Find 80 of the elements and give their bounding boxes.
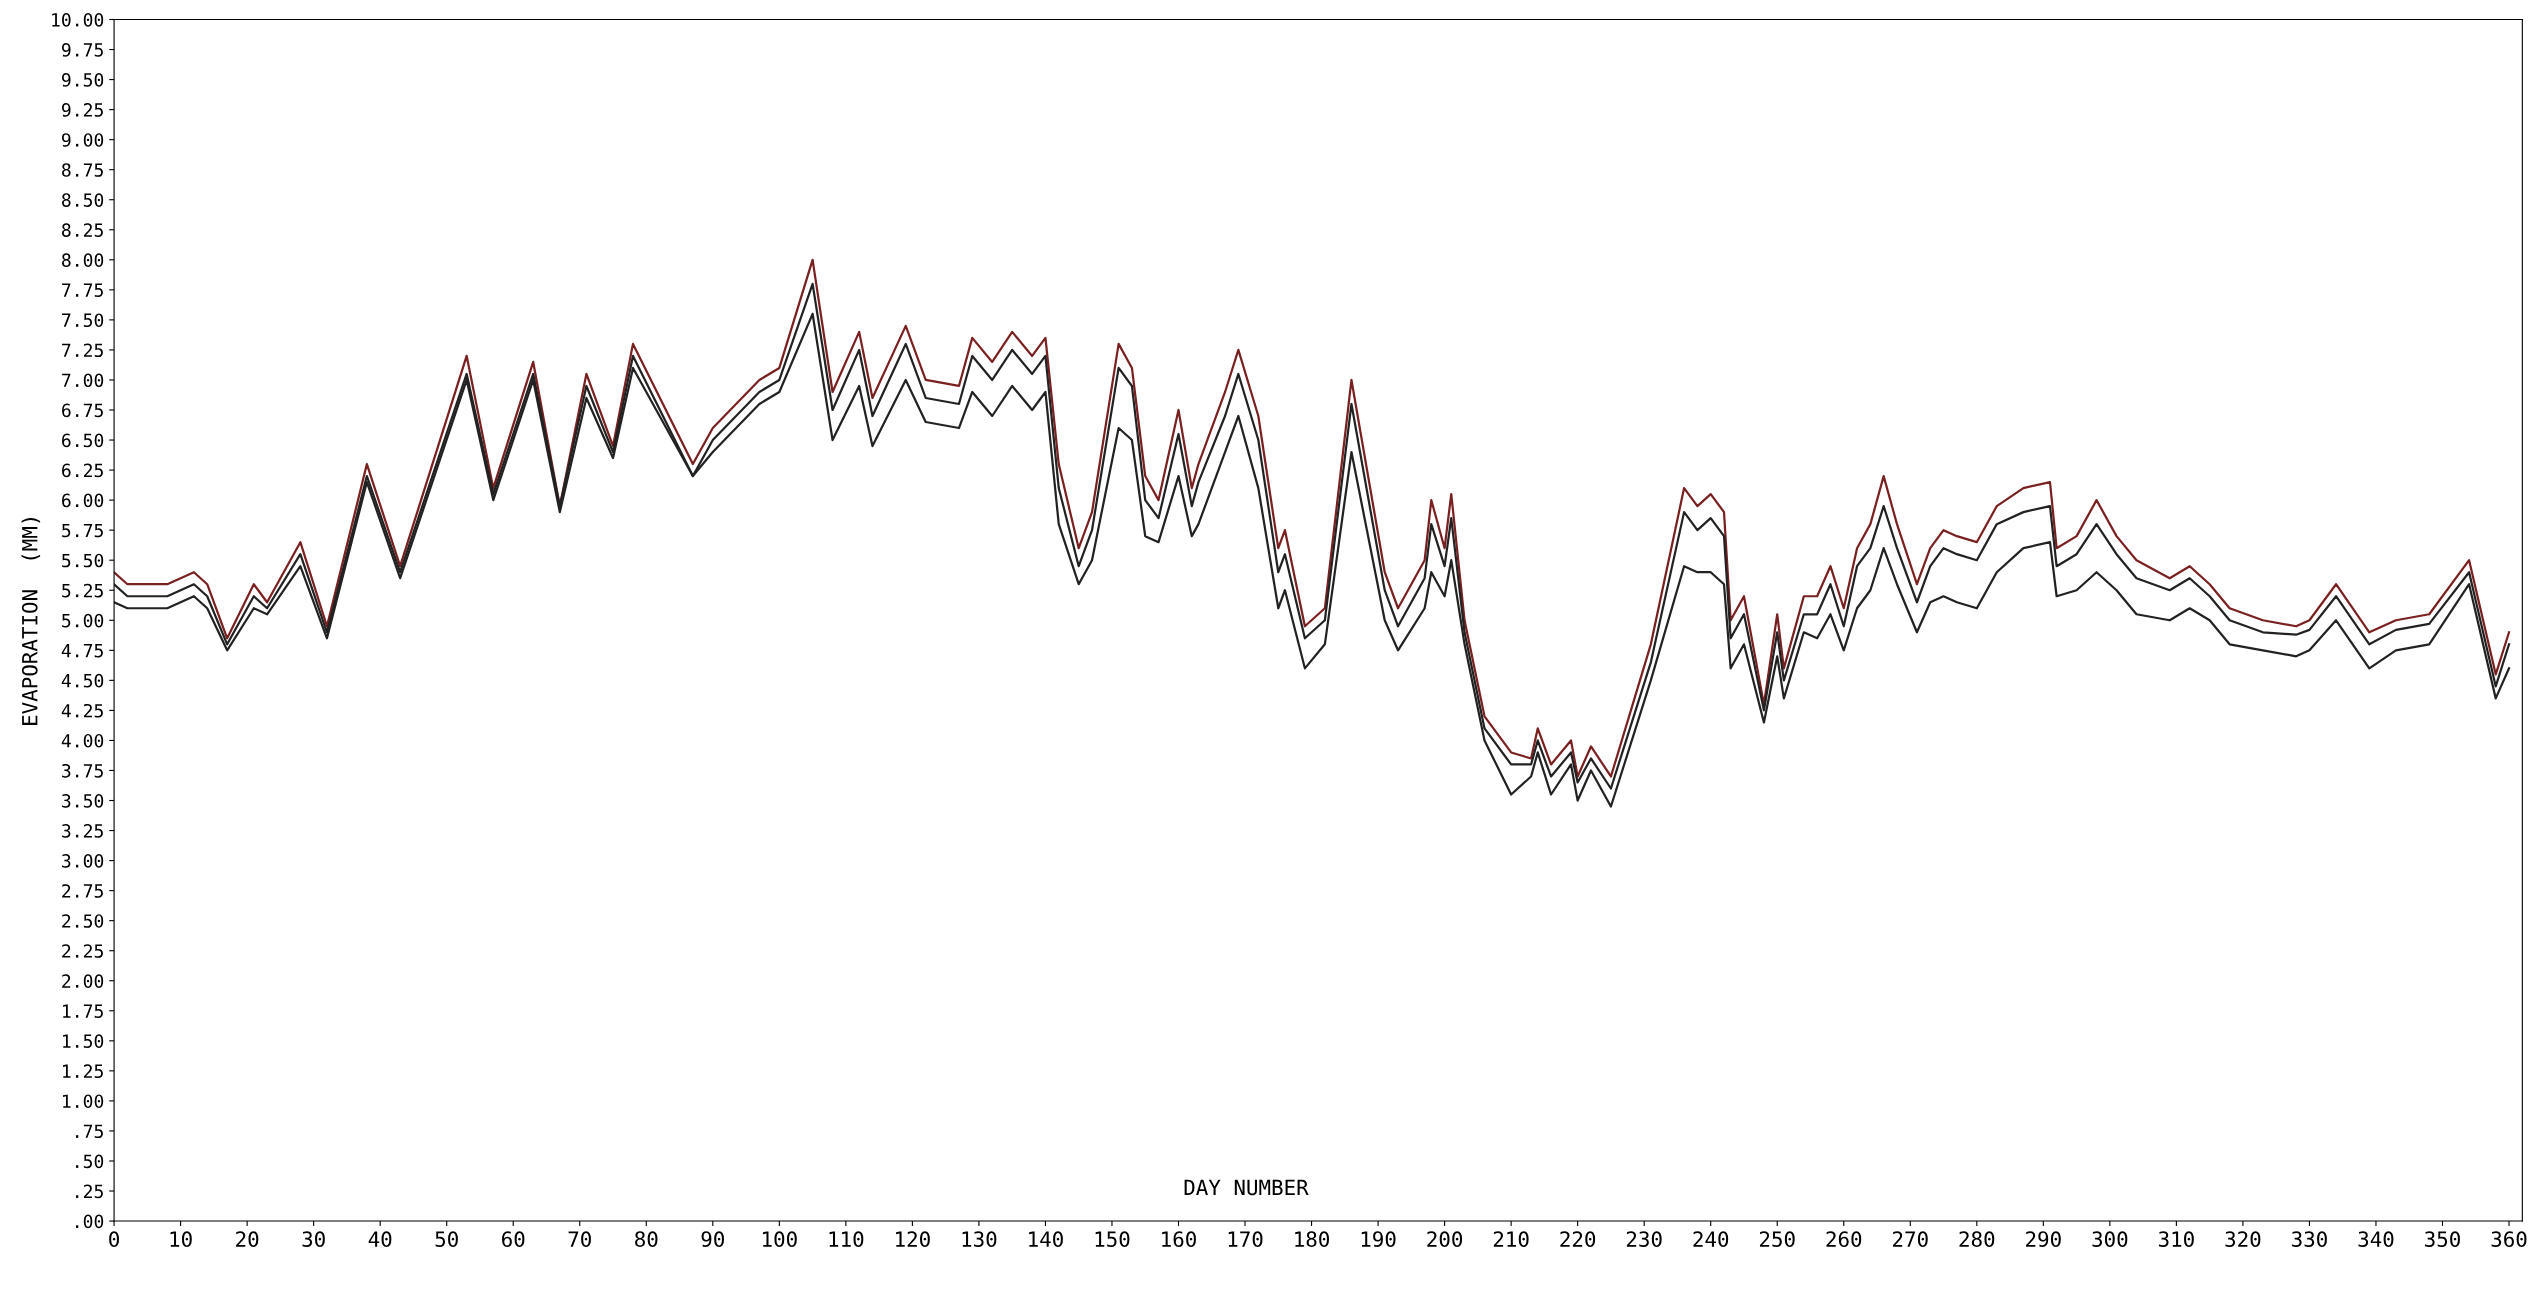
y-tick-label: 5.75	[62, 523, 103, 538]
y-tick-label: 2.50	[62, 914, 104, 928]
y-axis-title: EVAPORATION (MM)	[21, 517, 41, 725]
y-tick-label: 4.75	[61, 644, 103, 658]
y-tick-label: 4.00	[61, 733, 104, 748]
y-tick-label: 5.50	[62, 553, 104, 568]
x-tick-label: 320	[2225, 1231, 2261, 1248]
y-tick-label: 8.00	[62, 253, 104, 267]
y-tick-label: .50	[76, 1154, 104, 1169]
x-tick-label: 0	[109, 1231, 119, 1248]
x-tick-label: 110	[829, 1231, 864, 1248]
y-tick-label: 7.25	[62, 343, 103, 358]
x-tick-label: 140	[1029, 1231, 1063, 1248]
y-tick-label: 4.50	[61, 673, 104, 688]
y-tick-label: 9.00	[61, 133, 104, 147]
x-tick-label: 350	[2425, 1231, 2460, 1248]
y-tick-label: .25	[76, 1184, 103, 1199]
y-tick-label: 3.25	[62, 824, 103, 838]
y-tick-label: 4.25	[61, 703, 103, 718]
y-tick-label: 2.25	[62, 944, 103, 958]
y-tick-label: 7.00	[62, 373, 104, 388]
x-tick-label: 70	[568, 1231, 591, 1248]
y-tick-label: 6.25	[62, 463, 103, 478]
y-tick-label: 1.50	[63, 1034, 104, 1048]
y-tick-label: 8.75	[62, 163, 103, 177]
x-tick-label: 180	[1295, 1231, 1330, 1248]
y-tick-label: 5.25	[62, 583, 103, 598]
x-tick-label: 290	[2026, 1231, 2061, 1248]
x-tick-label: 130	[962, 1231, 997, 1248]
y-tick-label: 10.00	[52, 12, 104, 27]
x-tick-label: 300	[2092, 1231, 2128, 1248]
x-tick-label: 260	[1826, 1231, 1862, 1248]
x-tick-label: 200	[1427, 1231, 1463, 1248]
x-tick-label: 10	[170, 1231, 192, 1248]
x-tick-label: 30	[302, 1231, 325, 1248]
x-tick-label: 60	[502, 1231, 525, 1248]
x-tick-label: 50	[435, 1231, 458, 1248]
y-tick-label: 1.25	[63, 1064, 103, 1079]
x-tick-label: 340	[2358, 1231, 2394, 1248]
y-tick-label: 3.00	[62, 854, 104, 868]
x-tick-label: 150	[1095, 1231, 1130, 1248]
x-axis-title: DAY NUMBER	[1184, 1179, 1309, 1196]
x-tick-label: 120	[896, 1231, 930, 1248]
x-tick-label: 220	[1560, 1231, 1596, 1248]
y-tick-label: 2.00	[62, 974, 104, 988]
y-tick-label: 9.50	[61, 73, 104, 87]
x-tick-label: 100	[763, 1231, 797, 1248]
x-tick-label: 190	[1361, 1231, 1396, 1248]
y-tick-label: 7.75	[62, 283, 103, 297]
y-tick-label: 8.25	[62, 223, 103, 237]
y-tick-label: 9.25	[61, 103, 103, 117]
y-tick-label: 1.75	[63, 1004, 103, 1018]
x-tick-label: 230	[1626, 1231, 1662, 1248]
y-tick-label: .00	[76, 1214, 104, 1229]
x-tick-label: 40	[368, 1231, 392, 1248]
x-tick-label: 80	[635, 1231, 658, 1248]
x-tick-label: 170	[1228, 1231, 1263, 1248]
y-tick-label: 5.00	[62, 613, 104, 628]
y-tick-label: 8.50	[62, 193, 104, 207]
y-tick-label: 3.50	[62, 794, 104, 808]
y-tick-label: 3.75	[62, 763, 103, 778]
x-tick-label: 270	[1893, 1231, 1928, 1248]
y-tick-label: 2.75	[62, 884, 103, 898]
y-tick-label: 6.50	[62, 433, 104, 448]
y-tick-label: 9.75	[61, 43, 103, 57]
x-tick-label: 330	[2292, 1231, 2327, 1248]
x-tick-label: 210	[1493, 1231, 1529, 1248]
y-tick-label: 6.00	[62, 493, 104, 508]
y-tick-label: .75	[76, 1124, 103, 1139]
x-tick-label: 90	[701, 1231, 724, 1248]
x-tick-label: 250	[1759, 1231, 1795, 1248]
y-tick-label: 7.50	[62, 313, 104, 328]
y-tick-label: 1.00	[63, 1094, 104, 1109]
y-tick-label: 6.75	[62, 403, 103, 418]
x-tick-label: 160	[1162, 1231, 1196, 1248]
x-tick-label: 310	[2158, 1231, 2194, 1248]
x-tick-label: 20	[236, 1231, 259, 1248]
x-tick-label: 280	[1959, 1231, 1995, 1248]
x-tick-label: 240	[1693, 1231, 1729, 1248]
x-tick-label: 360	[2491, 1231, 2527, 1248]
